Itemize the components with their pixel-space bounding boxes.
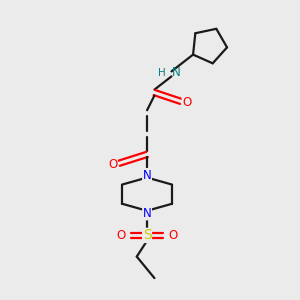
- Text: O: O: [108, 158, 117, 171]
- Text: S: S: [143, 228, 152, 242]
- Text: O: O: [117, 229, 126, 242]
- Text: N: N: [172, 66, 180, 80]
- Text: O: O: [182, 96, 191, 110]
- Text: N: N: [143, 207, 152, 220]
- Text: O: O: [168, 229, 177, 242]
- Text: N: N: [143, 169, 152, 182]
- Text: H: H: [158, 68, 166, 78]
